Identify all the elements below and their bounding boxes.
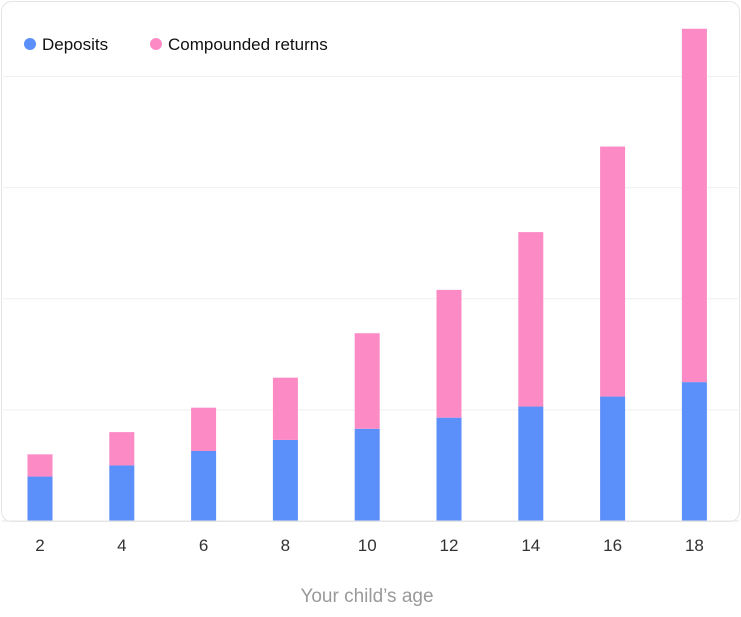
bar-compounded-returns-age-16 (600, 146, 626, 397)
x-tick-label-14: 14 (521, 536, 540, 555)
legend-label-deposits: Deposits (42, 35, 108, 54)
legend-marker-deposits (24, 38, 36, 50)
x-tick-label-4: 4 (117, 536, 126, 555)
bar-deposits-age-18 (681, 382, 707, 521)
x-tick-label-16: 16 (603, 536, 622, 555)
legend-label-compounded-returns: Compounded returns (168, 35, 328, 54)
x-tick-labels: 2 4 6 8 10 12 14 16 18 (35, 536, 704, 555)
bar-deposits-age-12 (436, 417, 462, 521)
x-tick-label-2: 2 (35, 536, 44, 555)
bar-compounded-returns-age-18 (681, 28, 707, 383)
bar-compounded-returns-age-12 (436, 289, 462, 418)
legend-marker-compounded-returns (150, 38, 162, 50)
bar-deposits-age-14 (518, 406, 544, 521)
bar-compounded-returns-age-10 (354, 333, 380, 429)
x-tick-label-10: 10 (358, 536, 377, 555)
x-axis-title: Your child’s age (300, 586, 433, 607)
legend: Deposits Compounded returns (24, 35, 328, 54)
bar-deposits-age-4 (109, 465, 135, 521)
x-tick-label-12: 12 (440, 536, 459, 555)
bar-deposits-age-10 (354, 428, 380, 521)
x-tick-label-8: 8 (281, 536, 290, 555)
bars (27, 28, 707, 521)
x-tick-label-18: 18 (685, 536, 704, 555)
x-tick-label-6: 6 (199, 536, 208, 555)
bar-compounded-returns-age-6 (191, 407, 217, 451)
bar-deposits-age-2 (27, 476, 53, 521)
bar-deposits-age-8 (272, 439, 298, 521)
bar-compounded-returns-age-8 (272, 377, 298, 440)
bar-compounded-returns-age-4 (109, 432, 135, 466)
bar-deposits-age-16 (600, 396, 626, 521)
bar-deposits-age-6 (191, 451, 217, 521)
bar-compounded-returns-age-14 (518, 232, 544, 407)
bar-compounded-returns-age-2 (27, 454, 53, 477)
